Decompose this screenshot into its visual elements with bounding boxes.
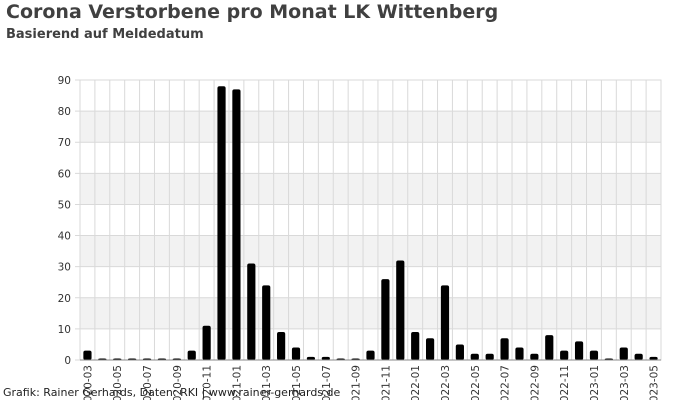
y-tick-label: 0 [64,355,71,367]
x-tick-label: 2022-09 [529,365,541,400]
y-tick-label: 80 [58,106,71,118]
bar [560,350,569,360]
grid-band [80,235,661,267]
chart-subtitle: Basierend auf Meldedatum [6,27,204,42]
bar [545,335,554,360]
x-tick-label: 2022-01 [410,365,422,400]
x-tick-label: 2022-11 [559,365,571,400]
grid-band [80,173,661,205]
x-tick-label: 2021-05 [291,365,303,400]
bar [396,260,405,360]
bar [455,344,464,360]
bar [485,353,494,360]
x-tick-label: 2020-11 [202,365,214,400]
x-tick-label: 2021-01 [231,365,243,400]
bar [425,338,435,360]
x-tick-label: 2021-03 [261,365,273,400]
bar [291,347,301,360]
chart-title: Corona Verstorbene pro Monat LK Wittenbe… [6,1,499,23]
x-tick-label: 2020-03 [82,365,94,400]
bar [83,350,92,360]
bar [470,353,479,360]
bar [530,353,539,360]
x-tick-label: 2020-07 [142,365,154,400]
x-tick-label: 2022-07 [500,365,512,400]
source-credit: Grafik: Rainer Gerhards, Daten: RKI | ww… [3,386,341,399]
y-tick-label: 90 [58,75,71,87]
bar [619,347,628,360]
bar [277,332,286,360]
bar [217,86,226,360]
bar [232,89,241,360]
x-tick-label: 2021-07 [321,365,333,400]
bar [321,356,330,360]
bar [515,347,524,360]
bar [574,341,584,360]
y-tick-label: 70 [58,137,71,149]
bar [634,353,643,360]
bar [187,350,196,360]
bar [247,263,256,360]
bar [202,325,211,360]
bar [589,350,599,360]
bar [366,350,375,360]
grid-band [80,111,661,143]
y-tick-label: 30 [58,262,71,274]
x-tick-label: 2023-05 [649,365,661,400]
x-tick-label: 2021-11 [380,365,392,400]
x-tick-label: 2022-05 [470,365,482,400]
y-tick-label: 50 [58,199,71,211]
y-tick-label: 10 [58,324,71,336]
x-tick-label: 2022-03 [440,365,452,400]
y-tick-label: 40 [58,231,71,243]
bar [381,279,390,360]
bar [262,285,271,360]
bar [306,356,316,360]
x-tick-label: 2020-05 [112,365,124,400]
bar [649,356,658,360]
y-tick-label: 60 [58,168,71,180]
bar [500,338,509,360]
x-tick-label: 2020-09 [172,365,184,400]
bar [440,285,450,360]
x-tick-label: 2023-01 [589,365,601,400]
y-tick-label: 20 [58,293,71,305]
bar [411,332,420,360]
x-tick-label: 2021-09 [351,365,363,400]
x-tick-label: 2023-03 [619,365,631,400]
grid-band [80,297,661,329]
